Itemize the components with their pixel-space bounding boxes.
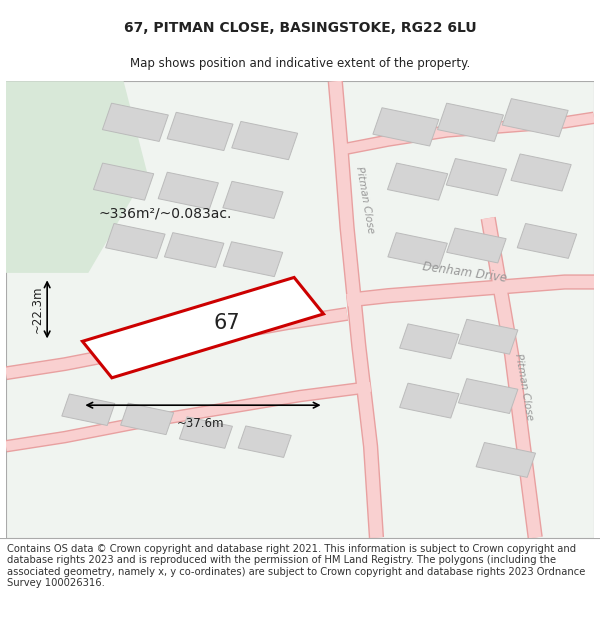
Polygon shape bbox=[82, 278, 323, 378]
Bar bbox=[458, 379, 518, 414]
Text: ~22.3m: ~22.3m bbox=[31, 286, 44, 333]
Text: Pitman Close: Pitman Close bbox=[354, 166, 376, 234]
Bar bbox=[238, 426, 291, 458]
Bar bbox=[103, 103, 169, 141]
Text: 67: 67 bbox=[213, 313, 240, 333]
Bar bbox=[502, 99, 568, 137]
Text: ~37.6m: ~37.6m bbox=[176, 417, 224, 430]
Bar bbox=[476, 442, 536, 478]
Bar bbox=[458, 319, 518, 354]
Bar bbox=[400, 383, 459, 418]
Bar bbox=[446, 159, 506, 196]
Bar bbox=[388, 163, 448, 200]
Bar bbox=[437, 103, 503, 141]
Text: 67, PITMAN CLOSE, BASINGSTOKE, RG22 6LU: 67, PITMAN CLOSE, BASINGSTOKE, RG22 6LU bbox=[124, 21, 476, 36]
Bar bbox=[373, 107, 439, 146]
Bar bbox=[121, 403, 173, 434]
Bar bbox=[388, 232, 448, 268]
Bar bbox=[179, 417, 232, 448]
Bar bbox=[232, 121, 298, 160]
Bar bbox=[167, 112, 233, 151]
Bar bbox=[223, 242, 283, 277]
Bar bbox=[400, 324, 459, 359]
Bar bbox=[164, 232, 224, 268]
Text: Map shows position and indicative extent of the property.: Map shows position and indicative extent… bbox=[130, 57, 470, 70]
Polygon shape bbox=[6, 81, 147, 273]
Bar bbox=[517, 224, 577, 258]
Bar bbox=[511, 154, 571, 191]
Bar bbox=[94, 163, 154, 200]
Bar bbox=[62, 394, 115, 426]
Bar bbox=[106, 224, 165, 258]
Bar bbox=[158, 173, 218, 209]
Text: Contains OS data © Crown copyright and database right 2021. This information is : Contains OS data © Crown copyright and d… bbox=[7, 544, 586, 588]
Bar bbox=[223, 181, 283, 218]
Text: Pitman Close: Pitman Close bbox=[512, 352, 534, 421]
Text: ~336m²/~0.083ac.: ~336m²/~0.083ac. bbox=[98, 206, 232, 221]
Text: Denham Drive: Denham Drive bbox=[422, 261, 508, 285]
Bar bbox=[446, 228, 506, 263]
